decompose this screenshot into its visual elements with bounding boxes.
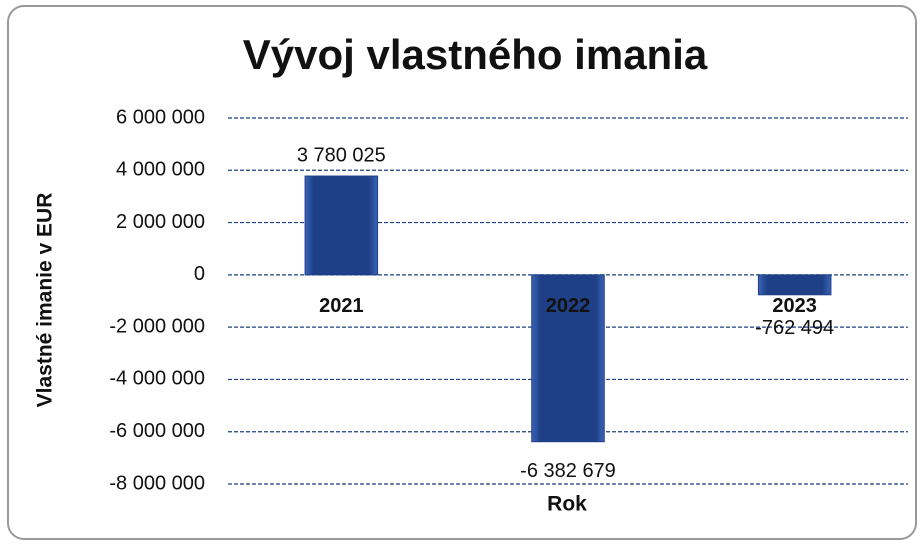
chart-frame <box>7 5 917 540</box>
y-tick-label: 2 000 000 <box>116 211 205 233</box>
y-tick-label: -2 000 000 <box>109 315 205 337</box>
y-tick-label: -4 000 000 <box>109 368 205 390</box>
x-tick-label: 2021 <box>319 295 364 317</box>
x-axis-label: Rok <box>547 493 587 516</box>
y-axis-label: Vlastné imanie v EUR <box>34 193 57 408</box>
y-tick-label: 4 000 000 <box>116 159 205 181</box>
bar <box>531 274 605 443</box>
y-tick-label: -8 000 000 <box>109 472 205 494</box>
data-label: -6 382 679 <box>520 460 616 482</box>
x-tick-label: 2022 <box>546 295 591 317</box>
bar <box>304 175 379 276</box>
y-tick-label: 6 000 000 <box>116 106 205 128</box>
bar <box>757 274 832 296</box>
y-tick-label: -6 000 000 <box>109 420 205 442</box>
chart-title: Vývoj vlastného imania <box>243 31 708 78</box>
x-tick-label: 2023 <box>772 295 817 317</box>
data-label: -762 494 <box>755 317 834 339</box>
y-tick-label: 0 <box>194 263 205 285</box>
data-label: 3 780 025 <box>297 144 386 166</box>
